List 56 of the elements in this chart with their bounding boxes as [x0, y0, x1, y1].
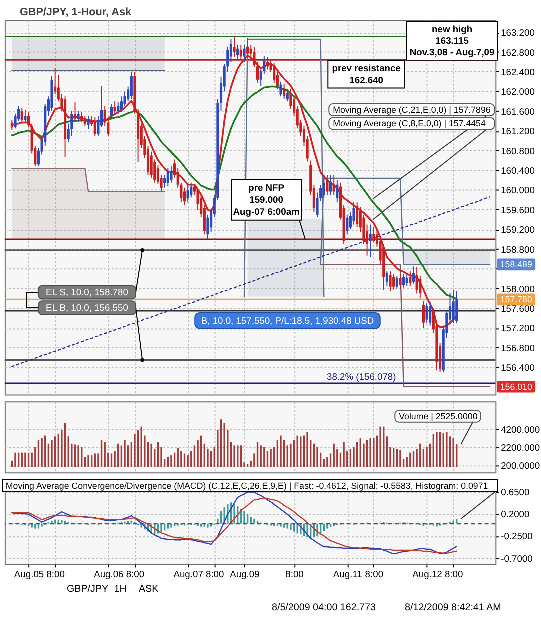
series-label: Volume | 2525.0000: [399, 411, 478, 422]
y-tick-label: 156.400: [501, 363, 535, 374]
x-tick-label: 8:00: [206, 570, 224, 580]
ref-line-label: pre NFP 159.000 Aug-07 6:00am: [233, 182, 300, 218]
x-tick-label: Aug.07: [174, 570, 204, 580]
x-tick-label: 8:00: [46, 570, 65, 580]
text: Moving Average (C,21,E,0,0) | 157.7896: [333, 104, 491, 115]
ref-line-label: 157.780: [500, 294, 532, 305]
ref-line-label: 38.2% (156.078): [327, 372, 396, 382]
x-tick-label: Aug.09: [230, 570, 260, 580]
ref-line-label: EL S, 10.0, 158.780: [46, 287, 128, 298]
y-tick-label: 162.400: [501, 67, 535, 78]
x-tick-label: 8:00: [286, 570, 304, 580]
y-tick-label: -0.7000: [501, 554, 533, 564]
ref-line-label: prev resistance 162.640: [332, 64, 401, 86]
text: 158.489: [500, 260, 532, 270]
text: GBP/JPY: [67, 584, 110, 595]
y-tick-label: 0.2000: [501, 509, 530, 520]
x-tick-label: 8:00: [365, 570, 384, 580]
ref-line-label: B, 10.0, 157.550, P/L:18.5, 1,930.48 USD: [201, 316, 374, 326]
text: 1H: [114, 584, 127, 595]
y-tick-label: 160.800: [501, 146, 535, 156]
chart-title: Moving Average Convergence/Divergence (MACD) (C,12,E,C,26,E,9,E) | Fast: -0.4612, Signal: -0.5583, Histogram: 0.0971: [6, 480, 488, 491]
text: 8/12/2009 8:42:41 AM: [405, 602, 502, 614]
text: Moving Average (C,8,E,0,0) | 157.4454: [333, 118, 486, 129]
ref-line-label: EL B, 10.0, 156.550: [46, 302, 128, 313]
y-tick-label: 0.6500: [501, 487, 530, 498]
ref-line-label: new high 163.115 Nov.3,08 - Aug.7,09: [410, 24, 495, 58]
y-tick-label: 162.800: [501, 48, 535, 58]
x-tick-label: Aug.06: [94, 570, 124, 580]
x-tick-label: 8:00: [444, 570, 464, 580]
y-tick-label: 4200.000: [501, 424, 540, 435]
y-tick-label: 157.600: [501, 304, 535, 314]
y-tick-label: 157.200: [501, 324, 535, 334]
text: ASK: [138, 584, 160, 595]
y-tick-label: 160.000: [501, 186, 535, 196]
text: 156.010: [500, 382, 532, 392]
y-tick-label: 158.800: [501, 244, 535, 255]
y-tick-label: 159.600: [501, 205, 535, 216]
y-tick-label: 163.200: [501, 28, 535, 38]
y-tick-label: -0.2500: [501, 532, 533, 542]
text: 8/5/2009 04:00 162.773: [272, 602, 377, 614]
y-tick-label: 2200.000: [501, 442, 540, 453]
y-tick-label: 158.000: [501, 284, 535, 294]
y-tick-label: 159.200: [501, 225, 535, 236]
x-tick-label: Aug.12: [412, 570, 442, 580]
y-tick-label: 160.400: [501, 166, 535, 176]
x-tick-label: Aug.05: [14, 570, 44, 580]
x-tick-label: 8:00: [126, 570, 145, 580]
y-tick-label: 161.200: [501, 126, 535, 137]
y-tick-label: 161.600: [501, 106, 535, 117]
x-tick-label: Aug.11: [333, 570, 362, 580]
y-tick-label: 162.000: [501, 87, 535, 98]
y-tick-label: 156.800: [501, 343, 535, 354]
chart-title: GBP/JPY, 1-Hour, Ask: [20, 6, 132, 18]
y-tick-label: 200.0000: [501, 460, 540, 471]
